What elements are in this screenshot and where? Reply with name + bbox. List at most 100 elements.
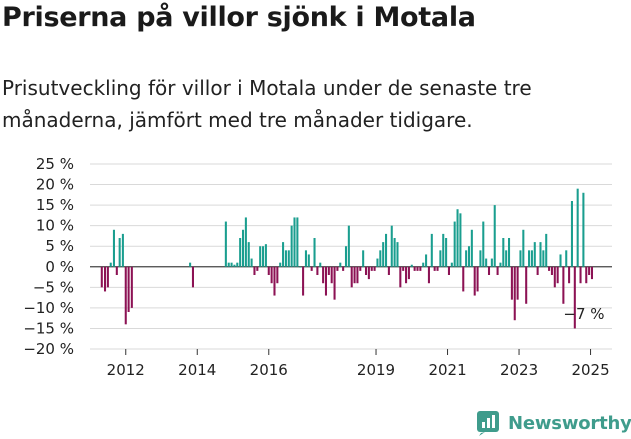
- x-tick-label: 2019: [357, 361, 395, 379]
- bar: [307, 254, 310, 267]
- bar: [370, 266, 373, 271]
- bar: [262, 246, 265, 267]
- bar: [505, 250, 508, 267]
- bar: [293, 217, 296, 267]
- bar: [568, 266, 571, 284]
- bar: [462, 266, 465, 292]
- bar: [373, 266, 376, 271]
- chart-subtitle: Prisutveckling för villor i Motala under…: [2, 76, 532, 132]
- bar: [525, 266, 528, 304]
- bar: [241, 229, 245, 267]
- bar: [442, 233, 445, 267]
- y-tick-label: 25 %: [36, 155, 74, 173]
- bar: [545, 233, 548, 267]
- bar: [385, 233, 388, 267]
- y-tick-label: 0 %: [45, 258, 74, 276]
- bar: [522, 229, 525, 267]
- bar: [439, 250, 442, 267]
- bar: [470, 229, 473, 267]
- bar: [447, 266, 450, 275]
- y-tick-label: 5 %: [45, 237, 74, 255]
- bar: [191, 266, 194, 288]
- chart-title: Priserna på villor sjönk i Motala: [2, 2, 476, 33]
- bar: [485, 258, 488, 267]
- bar: [576, 188, 579, 267]
- bar: [290, 225, 293, 267]
- bar: [410, 264, 413, 267]
- bar: [376, 258, 379, 267]
- bar: [319, 262, 322, 267]
- bar: [422, 262, 425, 267]
- bar: [582, 192, 585, 267]
- bar: [473, 266, 476, 296]
- bar: [112, 229, 115, 267]
- bar: [405, 266, 408, 284]
- bar: [387, 266, 390, 275]
- bar: [233, 264, 236, 267]
- bar: [333, 266, 336, 300]
- bar: [427, 266, 430, 284]
- bar: [425, 254, 428, 267]
- bar: [590, 266, 594, 280]
- brand-logo: Newsworthy: [476, 408, 631, 438]
- bar: [508, 238, 511, 267]
- bar: [528, 250, 531, 267]
- bar: [342, 266, 345, 271]
- bar: [304, 250, 307, 267]
- y-tick-label: −15 %: [23, 319, 74, 337]
- bar: [573, 266, 576, 329]
- gridlines: [90, 163, 612, 350]
- bar: [542, 250, 545, 267]
- bar: [382, 242, 385, 267]
- bar: [548, 266, 551, 271]
- bar: [270, 266, 273, 284]
- x-tick-label: 2021: [428, 361, 466, 379]
- x-tick-label: 2025: [571, 361, 609, 379]
- bar: [433, 266, 436, 271]
- bar: [465, 250, 468, 267]
- bar: [519, 250, 522, 267]
- bar: [227, 262, 230, 267]
- bar-chart: 25 % 20 % 15 % 10 % 5 % 0 % −5 % −10 % −15 % −20 …: [23, 155, 612, 379]
- bar: [453, 221, 456, 267]
- bar: [456, 209, 459, 267]
- bar: [224, 221, 227, 267]
- bar: [264, 244, 267, 267]
- bar: [502, 238, 505, 267]
- x-axis-ticks: 2012 2014 2016 2019 2021 2023 2025: [107, 349, 610, 379]
- bar: [530, 250, 533, 267]
- bar: [347, 225, 350, 267]
- bar: [393, 238, 396, 267]
- bar: [302, 266, 305, 296]
- bar: [513, 266, 516, 321]
- bar: [362, 250, 365, 267]
- bar: [106, 266, 109, 288]
- bar: [533, 242, 536, 267]
- bar: [327, 266, 330, 275]
- bar: [247, 242, 250, 267]
- bar: [118, 238, 121, 267]
- bar: [330, 266, 333, 284]
- bar: [100, 266, 103, 288]
- bar: [407, 266, 410, 280]
- bar: [516, 266, 519, 300]
- bar: [496, 266, 499, 275]
- bar: [379, 250, 382, 267]
- y-tick-label: 15 %: [36, 196, 74, 214]
- bar: [339, 262, 342, 267]
- bar: [189, 262, 192, 267]
- bar: [482, 221, 485, 267]
- bar: [244, 217, 247, 267]
- bars: [100, 188, 594, 329]
- bar: [322, 266, 325, 284]
- bar: [356, 266, 359, 284]
- bar: [276, 266, 279, 284]
- bar: [493, 205, 496, 267]
- bar: [399, 266, 402, 288]
- bar: [556, 266, 559, 284]
- bar: [284, 250, 287, 267]
- bar: [253, 266, 256, 275]
- bar: [553, 266, 556, 288]
- bar: [479, 250, 482, 267]
- bar: [367, 266, 370, 280]
